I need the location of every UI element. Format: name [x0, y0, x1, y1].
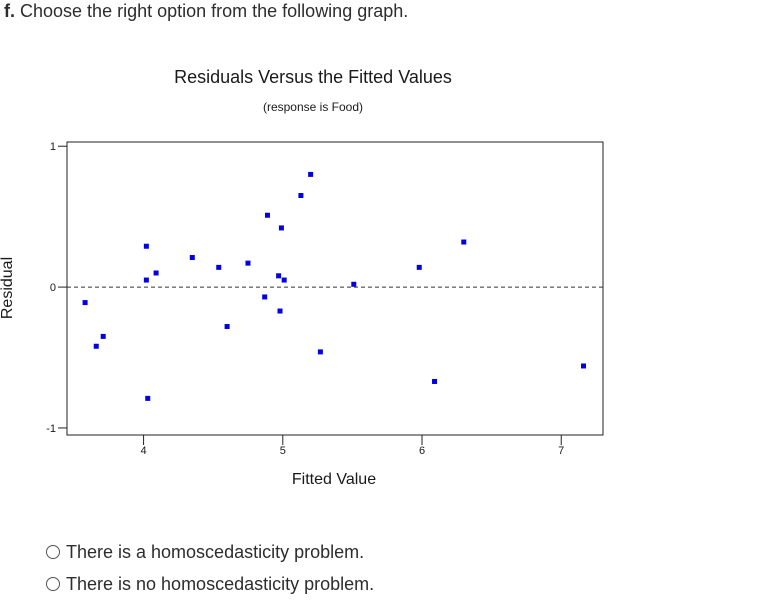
data-point — [276, 273, 282, 279]
data-point — [432, 378, 438, 384]
data-point — [100, 333, 106, 339]
x-tick-label: 6 — [419, 445, 425, 457]
data-point — [145, 395, 151, 401]
data-point — [298, 193, 304, 199]
data-point — [461, 239, 467, 245]
data-point — [581, 363, 587, 369]
data-point — [224, 324, 230, 330]
data-point — [278, 225, 284, 231]
data-point — [143, 243, 149, 249]
chart-subtitle: (response is Food) — [263, 100, 363, 114]
option-homoscedasticity-problem[interactable]: There is a homoscedasticity problem. — [46, 536, 374, 568]
chart-title: Residuals Versus the Fitted Values — [174, 67, 452, 87]
x-tick-label: 7 — [558, 445, 564, 457]
y-tick-label: -1 — [46, 423, 56, 435]
data-point — [277, 308, 283, 314]
x-axis: 4 5 6 7 — [141, 435, 564, 457]
data-point — [82, 300, 88, 306]
y-tick-label: 0 — [50, 282, 56, 294]
plot-frame — [66, 141, 604, 436]
data-point — [262, 294, 268, 300]
data-point — [308, 171, 314, 177]
answer-options: There is a homoscedasticity problem. The… — [46, 536, 374, 600]
data-point — [143, 277, 149, 283]
data-point — [216, 264, 222, 270]
option-label: There is a homoscedasticity problem. — [66, 541, 365, 562]
x-tick-label: 4 — [141, 445, 147, 457]
data-point — [416, 264, 422, 270]
data-point — [281, 277, 287, 283]
x-axis-label: Fitted Value — [292, 471, 376, 488]
question-text: f. Choose the right option from the foll… — [4, 1, 408, 22]
data-point — [189, 255, 195, 261]
radio-button[interactable] — [46, 545, 60, 559]
radio-button[interactable] — [46, 577, 60, 591]
question-label: f. — [4, 1, 15, 21]
x-tick-label: 5 — [280, 445, 286, 457]
residual-chart: Residuals Versus the Fitted Values (resp… — [0, 67, 604, 488]
data-point — [93, 343, 99, 349]
data-point — [153, 270, 159, 276]
data-point — [264, 212, 270, 218]
y-axis-label: Residual — [0, 257, 16, 319]
question-prompt: Choose the right option from the followi… — [20, 1, 409, 21]
data-point — [351, 281, 357, 287]
data-point — [245, 260, 251, 266]
y-axis: -1 0 1 — [46, 141, 67, 435]
option-label: There is no homoscedasticity problem. — [66, 573, 375, 594]
data-points — [82, 171, 587, 401]
y-tick-label: 1 — [50, 141, 56, 153]
data-point — [317, 349, 323, 355]
option-no-homoscedasticity-problem[interactable]: There is no homoscedasticity problem. — [46, 568, 374, 600]
